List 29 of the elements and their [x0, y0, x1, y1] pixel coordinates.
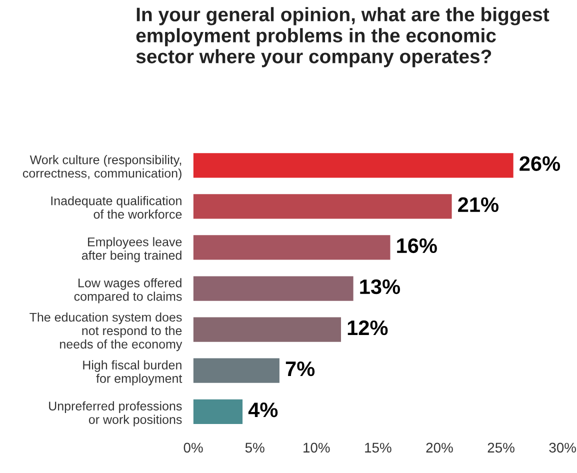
bar	[193, 276, 354, 301]
y-tick-label: High fiscal burden for employment	[83, 360, 182, 386]
bar	[193, 399, 243, 424]
bar	[193, 358, 280, 383]
y-tick-label: Inadequate qualification of the workforce	[51, 196, 182, 219]
data-label: 12%	[348, 320, 388, 336]
x-tick-label: 15%	[365, 442, 392, 453]
y-tick-label: Work culture (responsibility, correctness, communication)	[22, 155, 182, 180]
x-tick-label: 30%	[549, 442, 576, 453]
x-tick-label: 10%	[304, 442, 330, 453]
x-tick-label: 20%	[426, 442, 453, 453]
bar	[193, 235, 390, 260]
x-tick-label: 0%	[184, 442, 203, 453]
y-tick-label: Low wages offered compared to claims	[74, 278, 182, 304]
bar	[193, 317, 342, 342]
y-tick-label: Unpreferred professions or work positions	[49, 401, 182, 426]
y-tick-label: The education system does not respond to the needs of the economy	[30, 312, 182, 352]
chart-title: In your general opinion, what are the biggest employment problems in the economic sector where your company operates?	[136, 7, 550, 68]
data-label: 4%	[248, 402, 278, 418]
data-label: 7%	[286, 362, 315, 376]
x-tick-label: 25%	[488, 442, 514, 453]
data-label: 13%	[360, 279, 400, 294]
bar	[193, 194, 452, 219]
data-label: 21%	[458, 197, 498, 212]
y-tick-label: Employees leave after being trained	[82, 237, 182, 262]
x-tick-label: 5%	[245, 442, 264, 453]
data-label: 26%	[520, 156, 560, 171]
data-label: 16%	[397, 238, 437, 254]
bar	[193, 153, 514, 178]
